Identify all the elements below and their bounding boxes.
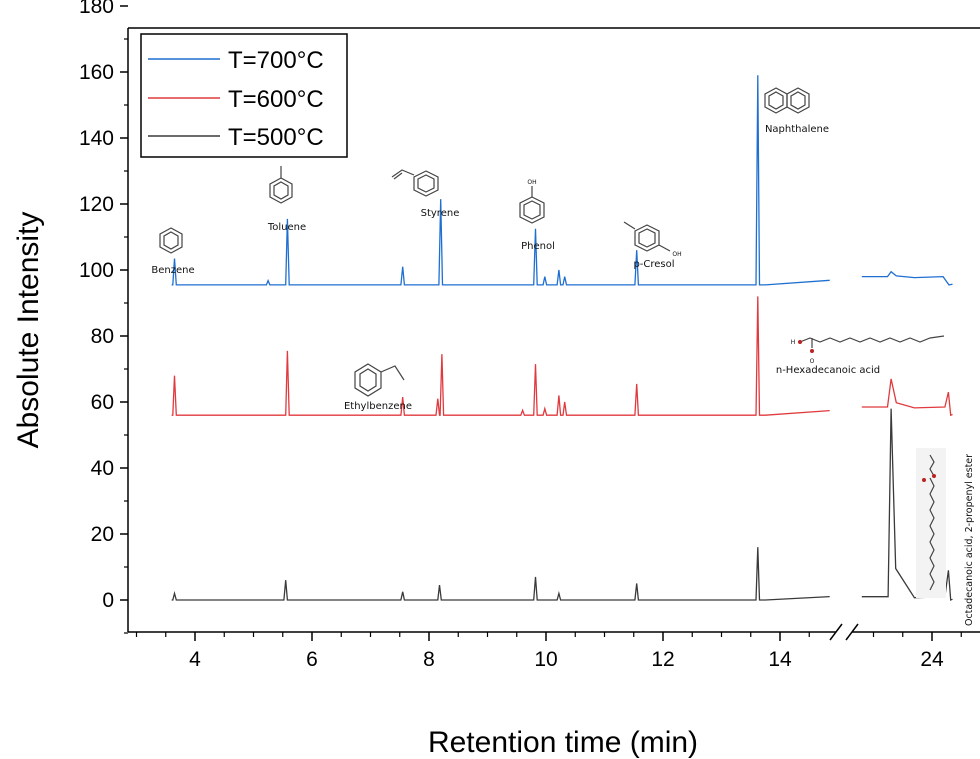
y-tick-label-120: 120 — [79, 193, 114, 216]
series-line-500-seg2 — [861, 408, 953, 601]
y-tick-label-80: 80 — [91, 325, 114, 348]
y-tick-label-180: 180 — [79, 0, 114, 18]
axis-break-mark-left — [829, 623, 843, 641]
label-ethylbenzene: Ethylbenzene — [344, 401, 412, 412]
x-tick-label-8: 8 — [423, 648, 435, 671]
label-phenol-oh: OH — [527, 179, 536, 186]
y-tick-label-160: 160 — [79, 61, 114, 84]
label-octadecanoic-ester: Octadecanoic acid, 2-propenyl ester — [964, 454, 975, 626]
legend-label-700: T=700°C — [228, 47, 324, 74]
label-toluene: Toluene — [267, 222, 306, 233]
y-axis-title: Absolute Intensity — [12, 212, 45, 449]
axis-break-mark-right — [845, 623, 859, 641]
x-tick-label-14: 14 — [768, 648, 792, 671]
series-layer — [171, 75, 953, 601]
y-tick-label-0: 0 — [102, 589, 114, 612]
x-tick-label-6: 6 — [306, 648, 318, 671]
ethylbenzene-structure-icon — [354, 363, 405, 397]
axes: 0 20 40 60 80 100 120 140 160 180 4 6 8 10 12 14 24 — [79, 0, 980, 671]
label-hexadecanoic-acid: n-Hexadecanoic acid — [776, 365, 880, 376]
series-line-600-seg2 — [861, 378, 953, 417]
benzene-structure-icon — [159, 227, 183, 254]
series-line-700-seg2 — [861, 270, 953, 286]
label-styrene: Styrene — [421, 208, 460, 219]
styrene-structure-icon — [391, 169, 439, 197]
y-tick-label-60: 60 — [91, 391, 114, 414]
legend: T=700°C T=600°C T=500°C — [140, 33, 348, 158]
legend-label-500: T=500°C — [228, 124, 324, 151]
x-tick-label-4: 4 — [189, 648, 201, 671]
label-naphthalene: Naphthalene — [765, 124, 829, 135]
naphthalene-structure-icon — [764, 87, 810, 114]
label-acid-o: O — [810, 358, 815, 365]
y-tick-label-20: 20 — [91, 523, 114, 546]
x-axis-title: Retention time (min) — [428, 726, 698, 759]
p-cresol-structure-icon — [623, 221, 671, 252]
label-benzene: Benzene — [151, 265, 194, 276]
y-tick-label-140: 140 — [79, 127, 114, 150]
toluene-structure-icon — [269, 166, 293, 204]
label-cresol-oh: OH — [672, 251, 681, 258]
label-p-cresol: p-Cresol — [633, 259, 674, 270]
series-line-700-seg1 — [171, 75, 830, 286]
octadecanoic-ester-structure-icon — [916, 448, 946, 598]
legend-label-600: T=600°C — [228, 86, 324, 113]
phenol-structure-icon — [519, 186, 545, 224]
x-tick-label-12: 12 — [651, 648, 674, 671]
x-tick-label-24: 24 — [920, 648, 944, 671]
hexadecanoic-acid-structure-icon — [798, 335, 945, 353]
label-phenol: Phenol — [521, 241, 555, 252]
label-acid-h: H — [791, 339, 796, 346]
y-tick-label-100: 100 — [79, 259, 114, 282]
series-line-500-seg1 — [171, 547, 830, 601]
x-tick-label-10: 10 — [534, 648, 557, 671]
y-tick-label-40: 40 — [91, 457, 114, 480]
series-line-600-seg1 — [171, 296, 830, 416]
